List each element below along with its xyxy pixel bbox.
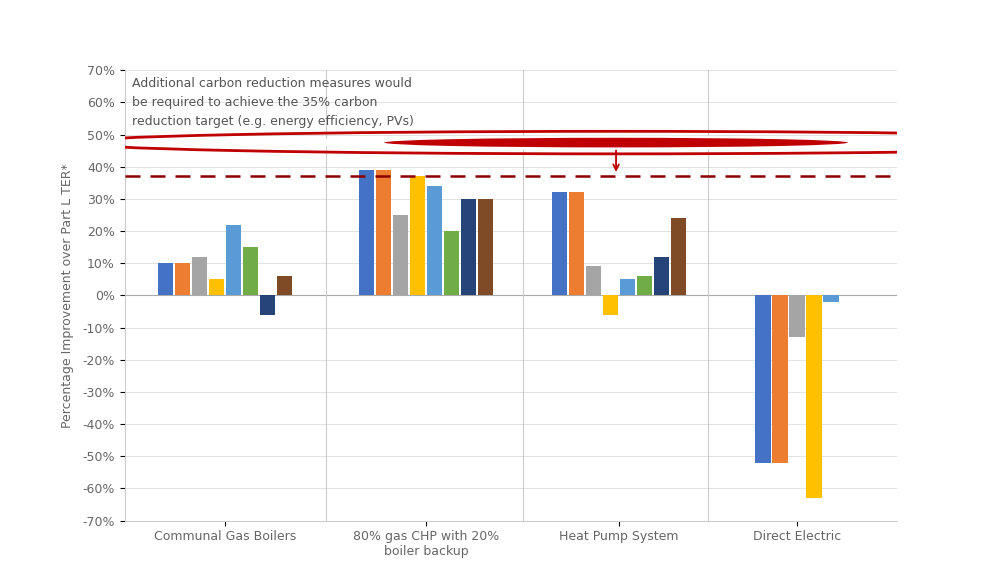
Bar bbox=[755, 295, 771, 463]
Bar bbox=[806, 295, 822, 498]
Bar bbox=[461, 199, 477, 295]
Bar bbox=[242, 247, 258, 295]
Bar bbox=[478, 199, 494, 295]
Bar bbox=[277, 276, 292, 295]
Bar bbox=[620, 280, 635, 295]
Circle shape bbox=[384, 138, 847, 147]
Bar bbox=[359, 170, 374, 295]
Circle shape bbox=[276, 136, 956, 150]
Bar bbox=[586, 267, 601, 295]
Bar bbox=[174, 263, 190, 295]
Bar bbox=[260, 295, 275, 315]
Bar bbox=[551, 192, 567, 295]
Bar bbox=[654, 257, 669, 295]
Bar bbox=[393, 215, 409, 295]
Bar bbox=[637, 276, 652, 295]
Bar bbox=[208, 280, 224, 295]
Bar bbox=[824, 295, 838, 302]
Bar bbox=[603, 295, 618, 315]
Bar bbox=[569, 192, 584, 295]
Bar bbox=[376, 170, 391, 295]
Bar bbox=[671, 218, 687, 295]
Bar bbox=[427, 186, 443, 295]
Bar bbox=[225, 225, 241, 295]
Bar bbox=[789, 295, 805, 337]
Y-axis label: Percentage Improvement over Part L TER*: Percentage Improvement over Part L TER* bbox=[61, 163, 74, 428]
Text: Additional carbon reduction measures would
be required to achieve the 35% carbon: Additional carbon reduction measures wou… bbox=[133, 77, 414, 128]
Bar bbox=[191, 257, 207, 295]
Bar bbox=[158, 263, 173, 295]
Bar bbox=[444, 231, 460, 295]
Bar bbox=[772, 295, 788, 463]
Bar bbox=[410, 177, 426, 295]
